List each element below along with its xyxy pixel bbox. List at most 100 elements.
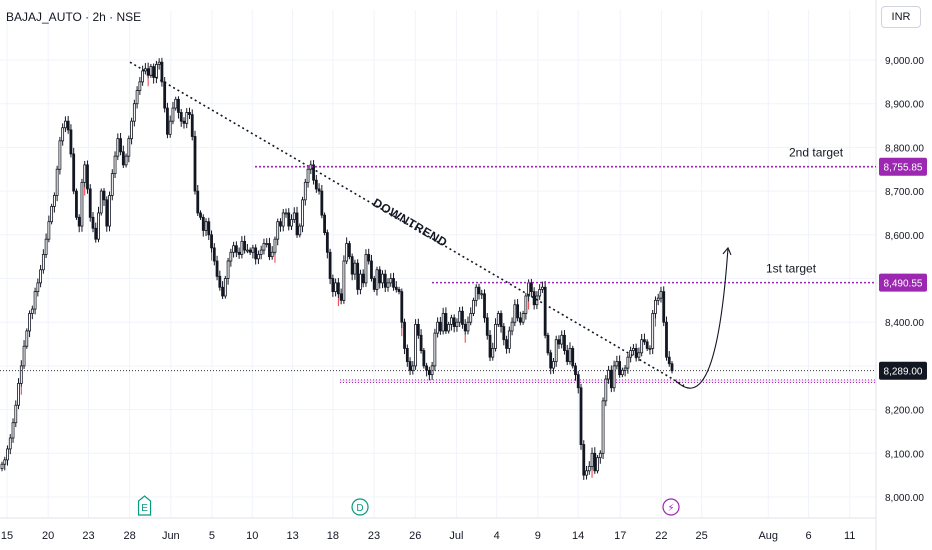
candle-body-up [469,313,473,323]
candle-body-down [320,190,324,216]
candle-body-down [634,348,638,358]
candle-body-down [75,190,78,218]
candle-body-up [8,437,12,450]
candle-body-down [88,188,92,218]
candle-body-down [201,216,205,231]
candle-body-up [155,63,158,78]
candle-body-up [22,345,26,367]
candle-body-up [342,260,346,301]
candle-body-up [521,313,525,323]
candle-body-up [265,243,269,245]
candle-body-up [436,321,440,334]
y-tick-label: 8,400.00 [885,318,924,329]
candle-body-down [579,387,583,445]
candle-body-down [91,216,95,229]
event-marker-label: D [356,503,363,514]
x-tick-label: 20 [42,530,54,542]
event-marker-label: ⚡ [668,503,675,514]
candle-body-up [138,81,142,91]
candle-body-down [339,293,343,301]
support-band-fill [340,379,876,383]
candle-body-down [72,153,76,192]
candle-body-up [11,422,15,439]
candle-body-down [77,216,81,227]
candle-body-up [284,212,288,215]
candle-body-up [251,247,255,253]
candle-body-down [394,286,398,290]
candle-body-up [110,173,114,196]
currency-button[interactable]: INR [881,6,921,28]
candle-body-down [234,245,238,253]
candle-body-up [257,254,260,260]
candle-body-up [659,291,663,299]
candle-body-up [620,369,624,376]
candle-body-up [0,463,4,469]
candle-body-up [97,212,100,240]
candle-body-up [229,251,233,262]
candle-body-down [94,227,98,240]
candle-body-down [196,190,200,214]
candle-body-down [670,363,674,372]
y-tick-label: 8,800.00 [885,143,924,154]
candle-body-down [152,66,156,78]
candle-body-up [61,127,65,142]
candle-body-up [538,289,542,297]
candle-body-up [6,448,9,461]
event-markers: E D ⚡ [137,495,680,516]
x-tick-label: 4 [494,530,500,542]
candle-body-down [416,323,420,336]
candle-body-up [240,240,244,255]
candle-body-up [58,140,62,170]
candle-body-up [637,352,641,358]
candle-body-down [609,369,613,389]
candle-body-up [626,356,630,369]
candle-body-up [450,317,453,325]
symbol-title[interactable]: BAJAJ_AUTO · 2h · NSE [6,10,142,24]
y-tick-label: 8,000.00 [885,493,924,504]
candle-body-down [188,112,191,116]
candle-body-up [375,269,379,290]
downtrend-trendline[interactable] [129,61,685,387]
candle-body-down [645,341,649,349]
candle-body-up [510,321,514,332]
candle-body-down [643,339,646,343]
candle-body-down [177,98,180,113]
target-label: 1st target [766,262,817,276]
x-tick-label: Jun [162,530,180,542]
candle-body-up [276,221,280,240]
candle-body-up [447,323,451,332]
candle-body-up [612,365,616,389]
candle-body-up [494,323,497,349]
x-tick-label: 18 [327,530,339,542]
candle-body-down [160,61,164,83]
candle-body-down [485,317,489,336]
candle-body-down [427,369,431,376]
candle-body-up [47,221,51,240]
candle-body-up [472,299,475,314]
candle-body-up [124,155,128,166]
candle-body-up [223,278,227,297]
x-tick-label: 11 [844,530,855,542]
candle-body-down [565,350,569,362]
candle-body-up [629,350,633,358]
candle-body-down [444,313,448,332]
candle-body-down [667,356,671,365]
candle-body-down [502,326,506,341]
candle-body-up [55,168,59,196]
candle-body-down [529,282,533,293]
candle-body-up [157,61,161,65]
candle-body-up [17,382,20,406]
candle-body-up [596,457,599,472]
candle-body-down [312,164,315,181]
candle-body-up [14,404,18,424]
candle-body-up [132,103,136,122]
candle-body-up [19,365,23,384]
candle-body-up [458,310,462,323]
candle-body-down [477,286,481,295]
candle-body-up [441,313,445,332]
candle-body-down [488,334,492,358]
candle-body-up [386,282,390,288]
candle-body-down [221,286,224,297]
candle-body-down [438,321,442,332]
